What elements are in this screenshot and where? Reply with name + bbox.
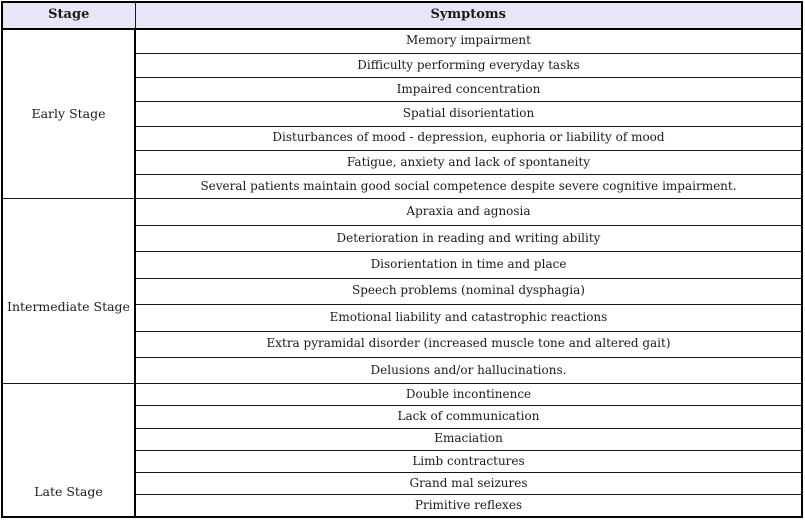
symptom-cell: Several patients maintain good social co… (134, 174, 803, 200)
symptom-cell: Spatial disorientation (134, 101, 803, 127)
table-row: Delusions and/or hallucinations. (2, 356, 803, 385)
symptom-cell: Disorientation in time and place (134, 251, 803, 279)
header-row: Stage Symptoms (1, 1, 803, 30)
table-row: Several patients maintain good social co… (2, 174, 803, 200)
symptom-cell: Disturbances of mood - depression, eupho… (134, 125, 803, 151)
stage-cell-intermediate: Intermediate Stage (1, 198, 136, 385)
symptom-cell: Fatigue, anxiety and lack of spontaneity (134, 149, 803, 176)
symptom-cell: Memory impairment (134, 28, 803, 54)
table-row: Early Stage Memory impairment (1, 28, 803, 200)
stage-label: Late Stage (34, 483, 103, 499)
symptom-cell: Primitive reflexes (134, 494, 803, 518)
table-row: Deterioration in reading and writing abi… (2, 224, 803, 253)
table-row: Extra pyramidal disorder (increased musc… (2, 330, 803, 358)
symptom-cell: Speech problems (nominal dysphagia) (134, 277, 803, 306)
symptom-cell: Emaciation (134, 427, 803, 451)
table-row: Difficulty performing everyday tasks (2, 52, 803, 79)
symptom-cell: Emotional liability and catastrophic rea… (134, 304, 803, 332)
table-row: Impaired concentration (2, 77, 803, 103)
symptom-cell: Limb contractures (134, 449, 803, 474)
symptom-cell: Difficulty performing everyday tasks (134, 52, 803, 79)
table-row: Primitive reflexes (2, 494, 803, 518)
stage-column-header: Stage (1, 1, 136, 30)
symptom-cell: Lack of communication (134, 405, 803, 429)
symptom-cell: Grand mal seizures (134, 471, 803, 496)
symptom-cell: Extra pyramidal disorder (increased musc… (134, 330, 803, 358)
stage-label: Early Stage (31, 106, 106, 122)
stage-label: Intermediate Stage (7, 299, 130, 315)
symptom-cell: Delusions and/or hallucinations. (134, 356, 803, 385)
stage-cell-late: Late Stage (1, 383, 136, 518)
table-row: Emotional liability and catastrophic rea… (2, 304, 803, 332)
symptoms-column-header: Symptoms (134, 1, 803, 30)
table-row: Intermediate Stage Apraxia and agnosia (1, 198, 803, 385)
table-row: Late Stage Double incontinence (1, 383, 803, 518)
symptom-cell: Deterioration in reading and writing abi… (134, 224, 803, 253)
stage-cell-early: Early Stage (1, 28, 136, 200)
table-row: Disorientation in time and place (2, 251, 803, 279)
table-row: Disturbances of mood - depression, eupho… (2, 125, 803, 151)
symptom-cell: Impaired concentration (134, 77, 803, 103)
table-row: Speech problems (nominal dysphagia) (2, 277, 803, 306)
symptom-cell: Double incontinence (134, 383, 803, 407)
symptom-cell: Apraxia and agnosia (134, 198, 803, 226)
